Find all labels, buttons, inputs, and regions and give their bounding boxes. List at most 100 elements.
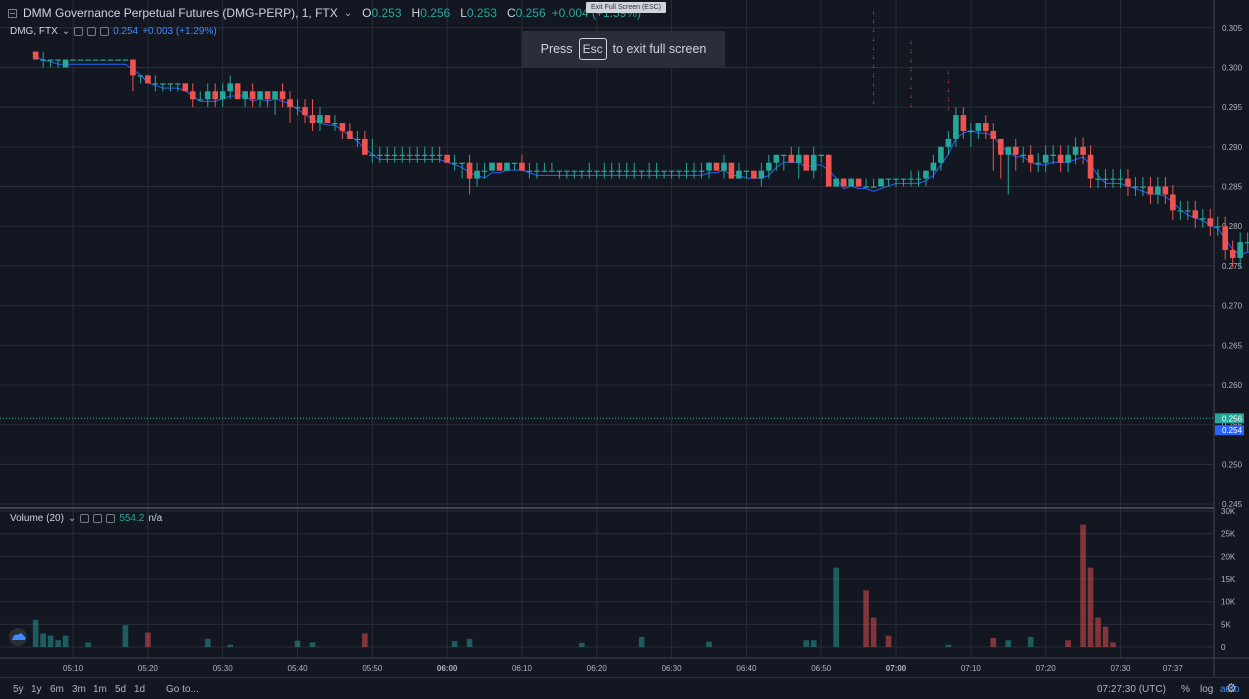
indicator-value: 0.254 — [113, 26, 139, 37]
candle-body — [549, 170, 555, 172]
settings-icon[interactable] — [87, 27, 97, 36]
candle-body — [47, 59, 54, 61]
close-icon[interactable] — [106, 514, 116, 523]
chevron-down-icon[interactable]: ⌄ — [67, 513, 77, 524]
volume-bar — [810, 640, 817, 647]
candle-body — [481, 170, 488, 172]
settings-icon[interactable] — [93, 514, 103, 523]
range-button-5d[interactable]: 5d — [115, 684, 127, 695]
range-button-1m[interactable]: 1m — [93, 684, 107, 695]
alert-arrow-icon: ↓ — [872, 90, 876, 97]
candle-body — [279, 91, 286, 100]
volume-bar — [294, 640, 301, 647]
time-tick-label: 07:10 — [961, 664, 982, 673]
volume-bar — [1027, 637, 1034, 647]
candle-body — [302, 107, 308, 116]
candle-body — [1035, 162, 1041, 164]
candle-body — [242, 91, 248, 100]
volume-legend: Volume (20) ⌄ 554.2 n/a — [10, 513, 162, 524]
candle-body — [653, 170, 660, 172]
close-icon[interactable] — [100, 27, 110, 36]
log-toggle[interactable]: log — [1200, 684, 1214, 695]
candle-body — [1229, 250, 1236, 258]
alert-arrow-icon: ↓ — [947, 87, 951, 94]
time-tick-label: 06:20 — [587, 664, 608, 673]
candle-body — [100, 59, 106, 61]
range-button-1y[interactable]: 1y — [31, 684, 42, 695]
time-tick-label: 07:00 — [886, 664, 907, 673]
candle-body — [227, 83, 233, 92]
candle-body — [414, 154, 421, 156]
price-chart[interactable]: 0.3050.3000.2950.2900.2850.2800.2750.270… — [0, 0, 1249, 677]
candle-body — [272, 91, 278, 100]
candle-body — [953, 115, 959, 139]
candle-body — [534, 170, 540, 172]
candle-body — [721, 162, 727, 171]
candle-body — [204, 91, 211, 100]
candle-body — [900, 178, 907, 180]
close-label: C — [506, 6, 516, 20]
range-button-5y[interactable]: 5y — [13, 684, 24, 695]
candle-body — [788, 154, 795, 163]
candle-body — [62, 59, 69, 68]
range-button-3m[interactable]: 3m — [72, 684, 86, 695]
candle-body — [391, 154, 398, 156]
candle-body — [706, 162, 712, 171]
candle-body — [983, 123, 989, 131]
candle-body — [511, 162, 518, 164]
candle-body — [923, 170, 929, 179]
candle-body — [1192, 210, 1199, 219]
candle-body — [175, 83, 181, 85]
alert-arrow-icon: ↓ — [909, 66, 913, 73]
goto-button[interactable]: Go to... — [166, 684, 199, 695]
indicator-name[interactable]: DMG, FTX — [10, 26, 58, 37]
percent-toggle[interactable]: % — [1181, 684, 1190, 695]
range-button-6m[interactable]: 6m — [50, 684, 64, 695]
candle-body — [421, 154, 428, 156]
auto-toggle[interactable]: auto — [1220, 684, 1240, 695]
price-tick-label: 0.295 — [1222, 103, 1243, 112]
candle-body — [930, 162, 937, 171]
candle-body — [294, 107, 301, 109]
price-tick-label: 0.300 — [1222, 63, 1243, 72]
indicator-legend: DMG, FTX ⌄ 0.254 +0.003 (+1.29%) — [10, 26, 217, 37]
candle-body — [728, 162, 735, 179]
indicator-line — [35, 55, 1249, 256]
candle-body — [960, 115, 967, 131]
candle-body — [466, 162, 473, 179]
range-button-1d[interactable]: 1d — [134, 684, 146, 695]
candle-body — [631, 170, 637, 172]
volume-tick-label: 25K — [1221, 530, 1236, 539]
candle-body — [825, 154, 832, 187]
candle-body — [459, 162, 465, 164]
chart-header: DMM Governance Perpetual Futures (DMG-PE… — [8, 6, 641, 20]
eye-icon[interactable] — [74, 27, 84, 36]
time-tick-label: 05:10 — [63, 664, 84, 673]
cloud-logo-shape — [12, 633, 26, 640]
eye-icon[interactable] — [80, 514, 90, 523]
candle-body — [1214, 226, 1221, 228]
candle-body — [1147, 186, 1154, 195]
chevron-down-icon[interactable]: ⌄ — [61, 26, 71, 37]
candle-body — [309, 115, 316, 124]
symbol-title[interactable]: DMM Governance Perpetual Futures (DMG-PE… — [23, 6, 338, 20]
candle-body — [257, 91, 263, 100]
time-tick-label: 07:37 — [1163, 664, 1184, 673]
time-tick-label: 06:30 — [662, 664, 683, 673]
exit-fullscreen-button[interactable]: Exit Full Screen (ESC) — [586, 2, 666, 13]
candle-body — [249, 91, 256, 100]
volume-bar — [945, 644, 952, 647]
price-tick-label: 0.245 — [1222, 500, 1243, 509]
candle-body — [1199, 218, 1206, 220]
candle-body — [317, 115, 323, 124]
gear-icon[interactable]: ⚙ — [1226, 681, 1237, 695]
chevron-down-icon[interactable]: ⌄ — [343, 7, 353, 19]
candle-body — [1162, 186, 1169, 195]
alert-arrow-icon: ↓ — [947, 96, 951, 103]
candle-body — [736, 170, 742, 179]
collapse-icon[interactable] — [8, 8, 17, 18]
alert-arrow-icon: ↓ — [872, 63, 876, 70]
volume-name[interactable]: Volume (20) — [10, 513, 64, 524]
candle-body — [1027, 154, 1034, 163]
candle-body — [197, 99, 204, 101]
